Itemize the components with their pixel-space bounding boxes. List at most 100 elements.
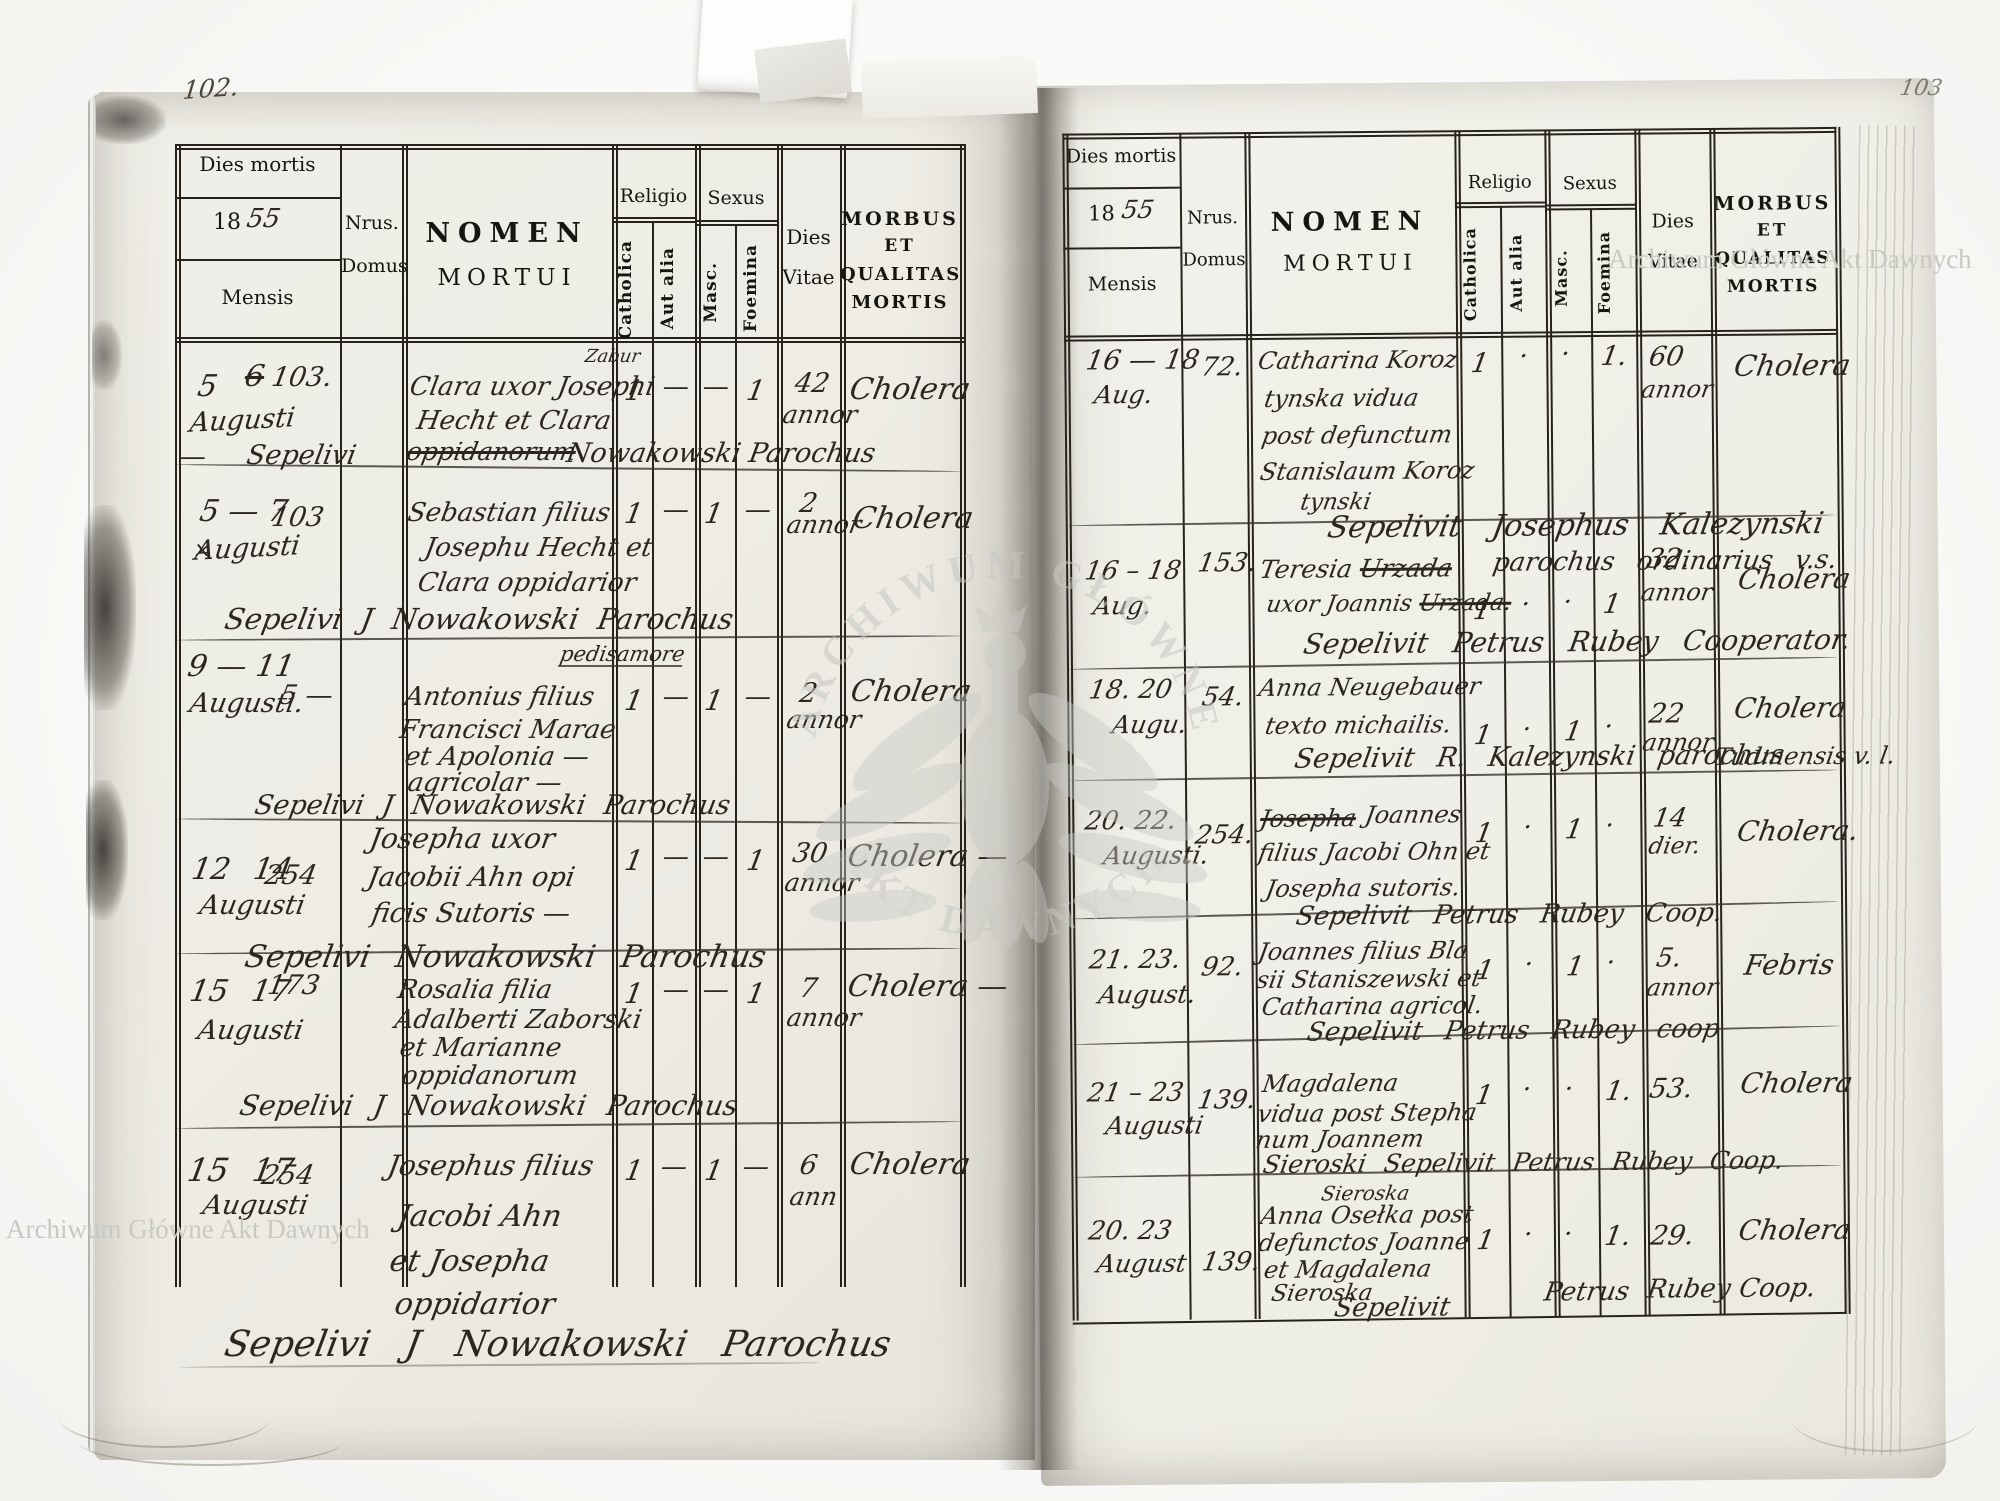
table-rule-v [840,144,846,1287]
eagle-figure [803,592,1207,948]
entry-masc: 1 [1562,814,1586,846]
entry-name-line: Joannes [1362,800,1464,830]
table-rule-h [1454,201,1545,204]
header-catholica: Catholica [616,240,636,340]
entry-foemina: 1 [744,374,768,407]
entry-masc: 1 [702,1154,726,1187]
entry-name-line: Clara oppidarior [415,568,639,598]
entry-name-line: Anna Osełka post [1258,1200,1476,1231]
table-rule-v [777,144,783,1287]
table-rule-v [960,144,966,1287]
header-dies-mortis: Dies mortis [199,152,316,176]
header-catholica: Catholica [1460,227,1480,322]
entry-masc: 1 [1564,951,1587,983]
header-et: ET [1756,220,1789,241]
header-religio: Religio [1467,171,1532,194]
entry-morbus: Cholera [1731,690,1850,725]
entry-name-line: Antonius filius [402,682,597,712]
entry-morbus: Cholera [1737,1065,1856,1100]
entry-date: 9 — 11 [185,649,298,684]
entry-name-part: Teresia [1257,554,1363,584]
entry-masc: · [1558,339,1573,370]
entry-vitae-unit: annor [1639,374,1716,404]
entry-name-line: Joannes filius Bla [1256,936,1471,967]
table-rule-v [695,144,701,1287]
entry-month: Augusti [197,890,308,921]
table-rule-v [340,144,342,1287]
entry-morbus: Cholera [847,1147,974,1182]
entry-domus: 72. [1198,352,1246,383]
corner-stain [96,96,166,144]
entry-masc: — [700,975,732,1005]
archive-eagle-watermark: ARCHIWUM GŁÓWNE AKT DAWNYCH [780,542,1223,951]
entry-morbus: Cholera [1735,561,1854,596]
table-rule-h [695,220,777,225]
entry-name-line: Stanislaum Koroz [1257,456,1477,486]
entry-vitae: 32. [1644,543,1693,575]
header-nrus: Nrus. [1186,207,1239,229]
entry-name-line: Josephu Hecht et [422,533,655,563]
header-dies: Dies [1651,210,1694,233]
entry-name-line: Adalberti Zaborski [392,1005,645,1035]
header-sexus: Sexus [1562,172,1617,195]
table-rule-v [1709,128,1722,1315]
entry-foemina: · [1602,711,1616,742]
entry-name-line: Josephus filius [385,1149,597,1182]
entry-name-line: post defunctum [1259,420,1455,450]
entry-sepelivit: Sepelivit [1332,1292,1453,1324]
entry-name-line: Hecht et Clara [414,406,614,436]
entry-name-line: Catharina agricol. [1259,991,1485,1021]
header-domus: Domus [341,255,408,277]
entry-aut-alia: — [660,495,692,525]
table-rule-v [175,144,181,1287]
entry-name-line: oppidarior [392,1287,558,1322]
entry-domus: 173 [265,970,323,1001]
entry-note: Zabur [583,346,642,367]
entry-sepelivit: Sepelivi J Nowakowski Parochus [222,602,737,636]
entry-name-line: oppidanorum [399,1061,581,1091]
header-year-handwritten: 55 [1119,194,1157,225]
entry-vitae-unit: ann [787,1182,840,1211]
entry-dash: — [177,442,209,472]
header-morbus: MORBUS [1713,191,1832,216]
entry-sepelivit: Sepelivi Nowakowski Parochus [241,939,770,975]
entry-note: pedisamore [557,642,687,667]
entry-sepelivit: Sepelivi [244,440,359,471]
entry-name-line: Sebastian filius [405,498,613,528]
entry-domus: 5 — [277,680,336,711]
entry-aut-alia: — [660,372,692,402]
entry-sepelivit: Sepelivit Petrus Rubey Cooperator. [1301,622,1854,661]
entry-aut-alia: · [1520,812,1535,843]
entry-vitae-unit: annor [1639,578,1715,607]
entry-date: 16 — 18 [1083,344,1202,377]
entry-vitae-unit: annor [1644,972,1721,1002]
header-aut-alia: Aut alia [1506,233,1526,312]
left-page [95,92,1035,1460]
watermark-corner-top-right: Archiwum Główne Akt Dawnych [1608,244,1972,274]
entry-vitae-unit: dier. [1646,833,1703,860]
ink-smudge [86,780,128,920]
entry-catholica: 1 [622,1154,646,1187]
header-vitae: Vitae [782,265,835,289]
entry-name-line: filius Jacobi Ohn et [1256,836,1493,868]
entry-vitae: 22 [1646,698,1687,730]
header-domus: Domus [1182,249,1246,271]
entry-foemina: · [1604,947,1618,978]
entry-masc: · [1562,1074,1576,1105]
entry-name-line: texto michailis. [1263,710,1454,740]
entry-name-line: et Apolonia — [402,742,592,772]
entry-catholica: 1 [1472,817,1496,850]
header-masc: Masc. [701,262,721,323]
entry-catholica: 1 [1473,1079,1496,1112]
header-morbus: MORBUS [841,208,959,230]
entry-name-line: et Josepha [387,1244,553,1279]
ink-smudge [84,505,136,710]
header-year-printed: 18 [1087,201,1115,226]
entry-vitae: 53. [1647,1073,1696,1105]
header-mensis: Mensis [221,285,294,309]
entry-masc: 1 [702,497,726,530]
table-rule-h [175,197,340,199]
entry-morbus-line2: Tudmensis v. l. [1712,741,1898,772]
entry-domus: 254 [262,860,320,891]
entry-name-line: Rosalia filia [395,975,555,1005]
